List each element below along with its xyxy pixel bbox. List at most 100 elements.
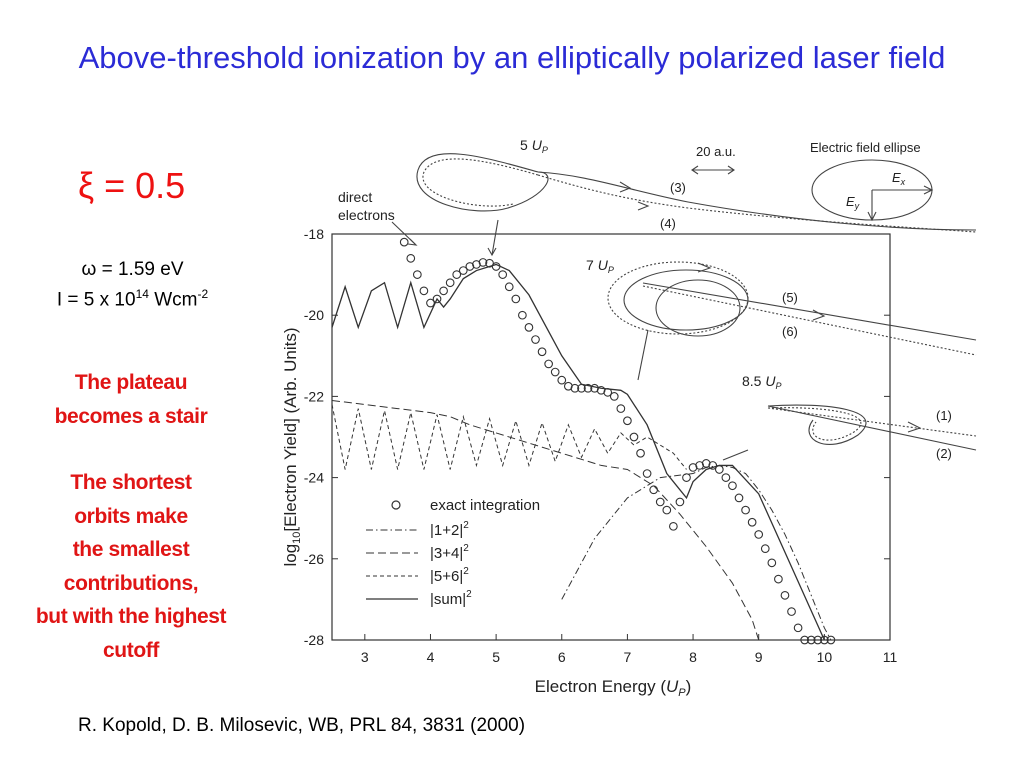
ex-head xyxy=(923,185,934,195)
plot-frame xyxy=(331,233,891,641)
legend-56: |5+6|2 xyxy=(430,566,469,585)
orbit-5up-loop-dotted xyxy=(422,158,539,207)
exact-integration-point xyxy=(518,310,527,320)
laser-parameters: ω = 1.59 eV I = 5 x 1014 Wcm-2 xyxy=(20,258,245,312)
y-tick-label: -24 xyxy=(304,470,324,486)
note-orbits-line2: orbits make xyxy=(74,504,188,528)
ellipse-label: Electric field ellipse xyxy=(810,140,921,155)
y-tick-label: -18 xyxy=(304,226,324,242)
x-tick-label: 5 xyxy=(492,649,500,665)
scale-label: 20 a.u. xyxy=(696,144,736,159)
note-orbits-line5: but with the highest xyxy=(35,605,227,628)
exact-integration-point xyxy=(649,485,659,495)
exact-integration-point xyxy=(544,359,553,369)
scale-bar-heads xyxy=(691,165,735,175)
orbit-5up-label: 5 UP xyxy=(520,137,548,155)
exact-integration-point xyxy=(682,473,691,482)
exact-integration-point xyxy=(458,266,468,275)
exact-integration-point xyxy=(432,294,442,304)
exact-integration-point xyxy=(399,237,409,247)
ey-label: Ey xyxy=(846,194,860,211)
exact-integration-point xyxy=(754,530,764,539)
exact-integration-point xyxy=(675,497,685,507)
x-tick-label: 9 xyxy=(755,649,763,665)
x-tick-label: 4 xyxy=(427,649,435,665)
legend-34: |3+4|2 xyxy=(430,543,469,562)
exact-integration-point xyxy=(478,258,488,267)
ey-head xyxy=(867,211,877,222)
exact-integration-point xyxy=(550,367,560,377)
orbit-85up-loop-dotted xyxy=(767,407,862,441)
exact-integration-point xyxy=(583,383,593,393)
exact-integration-point xyxy=(780,590,790,600)
orbit-5up-loop xyxy=(416,153,549,212)
exact-integration-point xyxy=(531,335,540,344)
y-tick-label: -20 xyxy=(304,307,324,323)
exact-integration-point xyxy=(820,635,829,645)
citation: R. Kopold, D. B. Milosevic, WB, PRL 84, … xyxy=(78,715,526,736)
note-plateau-line1: The plateau xyxy=(74,371,188,394)
legend-exact: exact integration xyxy=(430,497,540,514)
exact-integration-point xyxy=(662,505,672,515)
exact-integration-point xyxy=(623,416,632,426)
exact-integration-point xyxy=(721,473,731,482)
exact-integration-point xyxy=(412,270,422,279)
tag-4: (4) xyxy=(660,216,676,231)
tag-3: (3) xyxy=(670,180,686,195)
orbit-5up-pointer xyxy=(491,219,499,256)
tag-5: (5) xyxy=(782,290,798,305)
note-orbits-line3: the smallest xyxy=(72,538,190,561)
orbit-5 xyxy=(642,282,977,341)
exact-integration-point xyxy=(826,635,836,645)
x-tick-label: 3 xyxy=(361,649,369,665)
y-tick-label: -22 xyxy=(304,388,324,404)
exact-integration-point xyxy=(570,383,580,393)
orbit-2 xyxy=(767,407,977,437)
direct-arrowhead xyxy=(407,238,418,246)
x-tick-label: 7 xyxy=(624,649,632,665)
exact-integration-point xyxy=(787,607,796,616)
arrow-5 xyxy=(812,309,826,321)
note-plateau-line2: becomes a stair xyxy=(54,404,208,428)
chart-legend: exact integration |1+2|2 |3+4|2 |5+6|2 |… xyxy=(366,497,540,608)
y-axis-label: log10[Electron Yield] (Arb. Units) xyxy=(281,327,303,566)
exact-integration-point xyxy=(760,544,770,554)
exact-integration-point xyxy=(557,375,567,385)
y-tick-label: -26 xyxy=(304,551,324,567)
orbit-1 xyxy=(767,405,977,451)
legend-sum: |sum|2 xyxy=(430,589,472,608)
exact-integration-point xyxy=(636,448,645,458)
intensity-value: I = 5 x 1014 Wcm-2 xyxy=(56,287,209,311)
x-tick-label: 6 xyxy=(558,649,566,665)
series-line-solid xyxy=(331,263,825,641)
exact-integration-point xyxy=(728,481,737,491)
tag-1: (1) xyxy=(936,408,952,423)
direct-electrons-label-2: electrons xyxy=(338,207,395,223)
exact-integration-point xyxy=(806,635,816,645)
x-axis-label: Electron Energy (UP) xyxy=(535,677,692,699)
exact-integration-point xyxy=(609,392,619,401)
exact-integration-point xyxy=(629,432,639,442)
tag-2: (2) xyxy=(936,446,952,461)
orbit-85up-loop xyxy=(767,404,867,445)
series-line-short-dashed xyxy=(331,404,687,470)
exact-integration-point xyxy=(524,323,534,332)
exact-integration-point xyxy=(741,505,750,515)
note-orbits-line6: cutoff xyxy=(103,638,159,662)
orbit-85up-label: 8.5 UP xyxy=(742,373,782,391)
direct-electrons-label: direct xyxy=(338,189,372,205)
exact-integration-point xyxy=(774,574,783,584)
exact-integration-point xyxy=(616,404,626,413)
annotation-notes: The plateau becomes a stair The shortest… xyxy=(0,366,262,667)
exact-integration-point xyxy=(734,493,744,503)
orbit-85up-pointer xyxy=(722,449,749,461)
series-line-dash-dot xyxy=(561,464,832,641)
orbit-inset: direct electrons 5 UP (3) (4) 20 a.u. El… xyxy=(338,137,977,461)
note-orbits-line1: The shortest xyxy=(70,471,192,494)
xi-value: ξ = 0.5 xyxy=(78,165,186,206)
exact-integration-point xyxy=(655,497,665,507)
exact-integration-point xyxy=(813,635,823,645)
x-tick-label: 10 xyxy=(817,649,833,665)
exact-integration-point xyxy=(793,623,803,633)
orbit-7up-loop-inner xyxy=(655,279,741,337)
